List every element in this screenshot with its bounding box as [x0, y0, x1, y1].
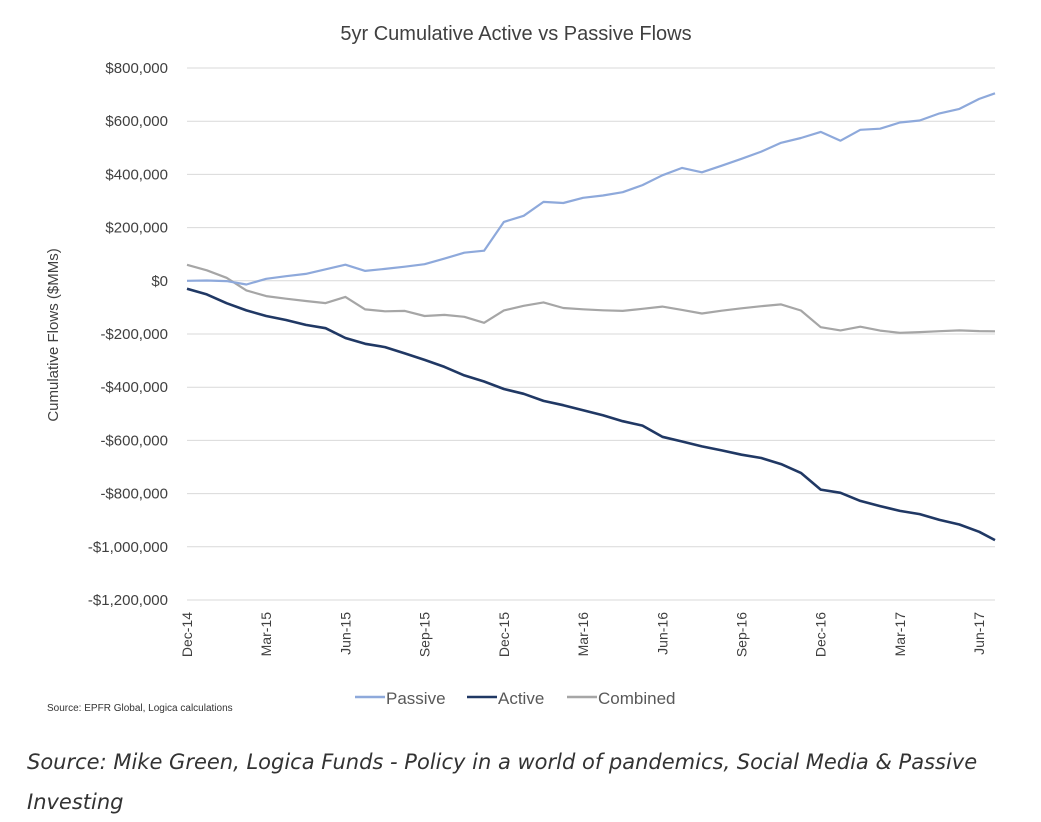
- figure-caption: Source: Mike Green, Logica Funds - Polic…: [27, 750, 978, 814]
- y-axis-label: Cumulative Flows ($MMs): [45, 248, 62, 421]
- x-tick-label: Jun-16: [654, 612, 670, 655]
- chart-panel: [0, 0, 1005, 722]
- y-tick-label: -$200,000: [100, 326, 168, 343]
- series-line-passive: [186, 92, 996, 286]
- x-tick-label: Mar-15: [258, 612, 274, 657]
- x-tick-label: Jun-17: [971, 612, 987, 655]
- y-tick-label: -$600,000: [100, 432, 168, 449]
- x-tick-label: Sep-15: [417, 612, 433, 657]
- y-tick-label: $400,000: [105, 166, 168, 183]
- y-tick-label: -$1,000,000: [88, 539, 168, 556]
- legend-label-passive: Passive: [386, 689, 446, 708]
- chart-title: 5yr Cumulative Active vs Passive Flows: [340, 23, 691, 45]
- x-tick-label: Dec-14: [179, 612, 195, 657]
- x-tick-label: Dec-15: [496, 612, 512, 657]
- y-tick-label: $200,000: [105, 220, 168, 237]
- legend-label-combined: Combined: [598, 689, 676, 708]
- x-tick-label: Sep-16: [734, 612, 750, 657]
- legend-label-active: Active: [498, 689, 544, 708]
- x-tick-label: Mar-17: [892, 612, 908, 657]
- x-tick-label: Jun-15: [337, 612, 353, 655]
- y-tick-label: $600,000: [105, 113, 168, 130]
- series-line-active: [186, 287, 996, 542]
- y-axis-ticks: $800,000 $600,000 $400,000 $200,000 $0 -$200,…: [88, 60, 168, 609]
- series-line-combined: [186, 263, 996, 334]
- y-tick-label: $0: [151, 273, 168, 290]
- y-tick-label: -$800,000: [100, 486, 168, 503]
- x-tick-label: Mar-16: [575, 612, 591, 657]
- x-tick-label: Dec-16: [813, 612, 829, 657]
- legend: Passive Active Combined: [355, 689, 676, 708]
- y-tick-label: -$1,200,000: [88, 592, 168, 609]
- series-lines: [186, 92, 996, 542]
- source-note: Source: EPFR Global, Logica calculations: [47, 703, 233, 714]
- x-axis-ticks: Dec-14 Mar-15 Jun-15 Sep-15 Dec-15 Mar-16 Jun-…: [179, 612, 987, 657]
- y-tick-label: -$400,000: [100, 379, 168, 396]
- y-tick-label: $800,000: [105, 60, 168, 77]
- gridlines: [187, 67, 995, 601]
- line-chart: 5yr Cumulative Active vs Passive Flows $…: [45, 23, 996, 714]
